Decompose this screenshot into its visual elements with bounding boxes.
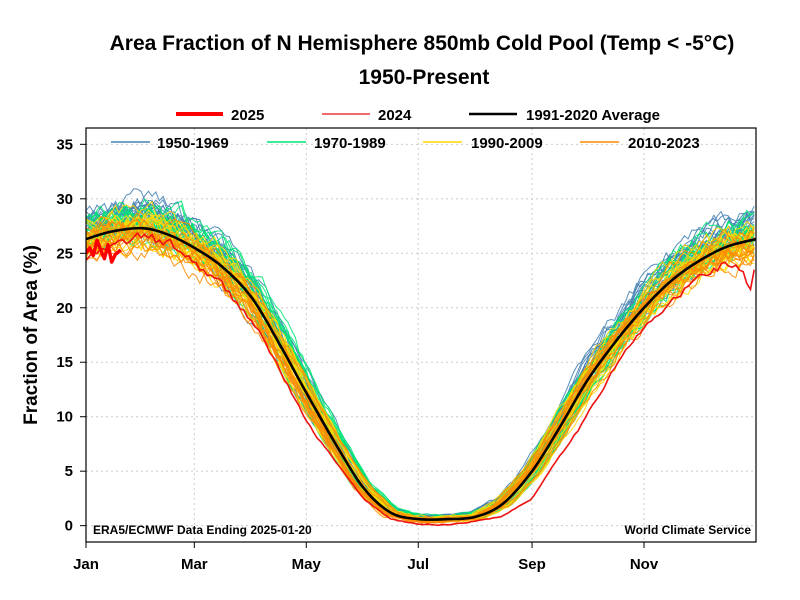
legend-inner-label: 1970-1989 xyxy=(314,135,386,152)
highlight-series xyxy=(86,226,756,527)
credit-note: World Climate Service xyxy=(625,523,752,537)
data-source-note: ERA5/ECMWF Data Ending 2025-01-20 xyxy=(93,523,312,537)
x-tick-label: Jul xyxy=(407,556,429,573)
series-2024-line xyxy=(86,231,755,527)
grid xyxy=(85,128,756,542)
legend-top-label: 2024 xyxy=(378,107,412,124)
y-tick-label: 0 xyxy=(65,518,73,535)
legend-top: 2025 2024 1991-2020 Average xyxy=(176,107,660,124)
y-tick-label: 15 xyxy=(56,354,73,371)
x-tick-label: Jan xyxy=(73,556,99,573)
series-2025-line xyxy=(86,238,122,264)
ensemble-year-line xyxy=(86,240,755,523)
y-tick-label: 35 xyxy=(56,136,73,153)
y-tick-label: 10 xyxy=(56,409,73,426)
y-tick-label: 20 xyxy=(56,300,73,317)
y-axis: 0 5 10 15 20 25 30 35 xyxy=(56,136,86,535)
legend-inner-label: 1950-1969 xyxy=(157,135,229,152)
average-1991-2020-line xyxy=(86,226,756,521)
x-tick-label: Nov xyxy=(630,556,659,573)
legend-top-label: 2025 xyxy=(231,107,264,124)
legend-inner-label: 2010-2023 xyxy=(628,135,700,152)
ensemble-year-line xyxy=(86,230,755,524)
y-tick-label: 25 xyxy=(56,245,73,262)
ensemble-year-line xyxy=(86,216,755,519)
chart-subtitle: 1950-Present xyxy=(359,66,490,89)
x-tick-label: Mar xyxy=(181,556,208,573)
y-tick-label: 30 xyxy=(56,191,73,208)
legend-inner: 1950-1969 1970-1989 1990-2009 2010-2023 xyxy=(111,135,700,152)
chart-title: Area Fraction of N Hemisphere 850mb Cold… xyxy=(110,32,735,55)
legend-top-label: 1991-2020 Average xyxy=(526,107,660,124)
x-axis: Jan Mar May Jul Sep Nov xyxy=(73,542,659,573)
legend-inner-label: 1990-2009 xyxy=(471,135,543,152)
x-tick-label: May xyxy=(292,556,322,573)
x-tick-label: Sep xyxy=(518,556,546,573)
y-axis-title: Fraction of Area (%) xyxy=(21,245,42,425)
plot-frame xyxy=(85,127,757,543)
y-tick-label: 5 xyxy=(65,463,73,480)
plot-background xyxy=(86,128,756,542)
